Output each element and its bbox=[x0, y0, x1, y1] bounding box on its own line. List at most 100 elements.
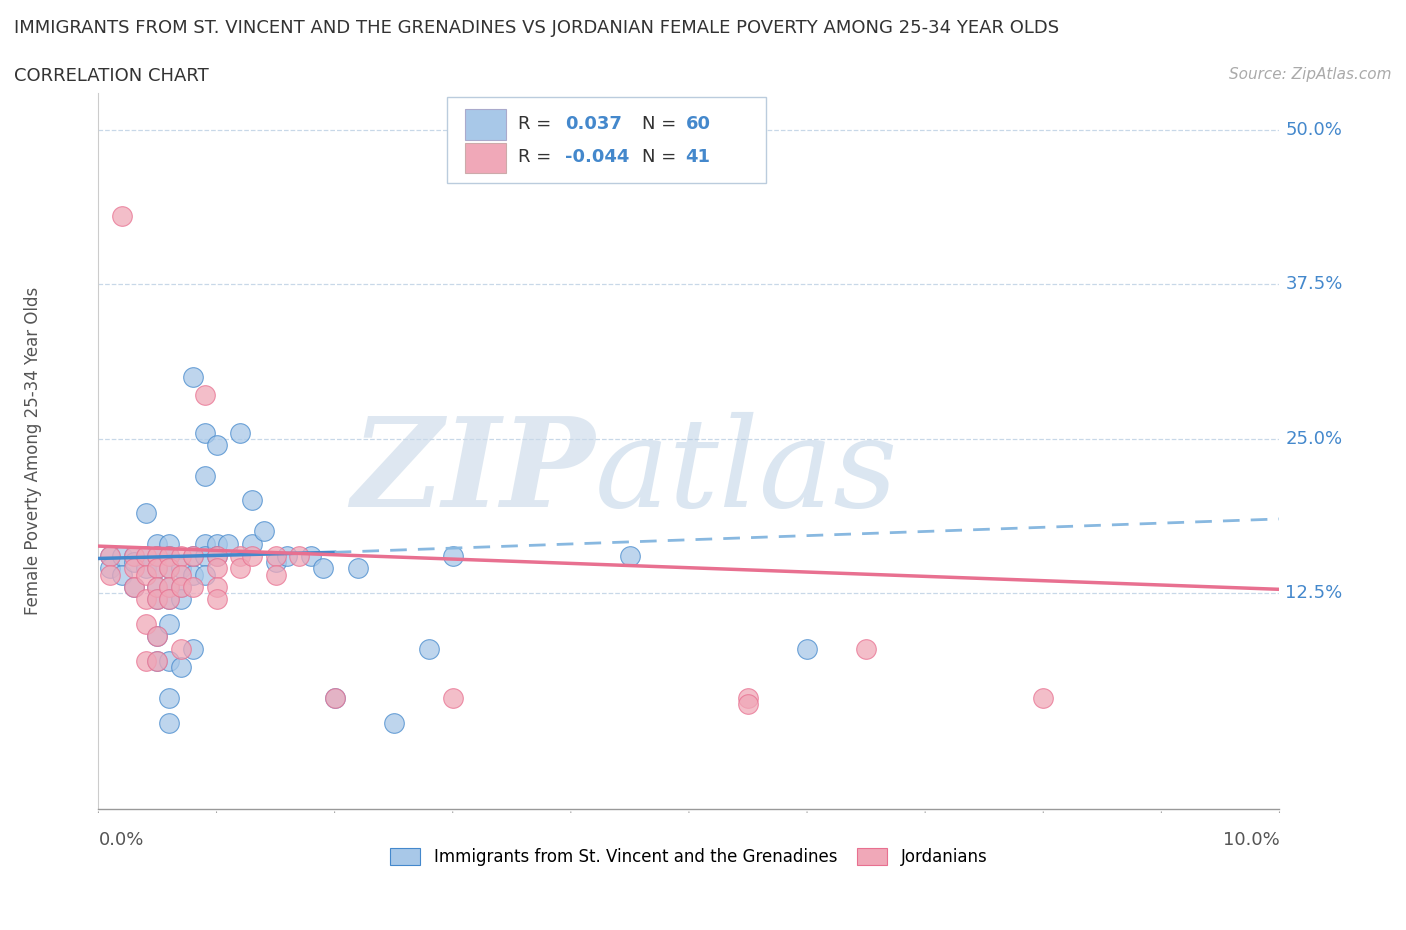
Text: atlas: atlas bbox=[595, 412, 898, 533]
Point bbox=[276, 549, 298, 564]
Text: ZIP: ZIP bbox=[350, 412, 595, 533]
Point bbox=[205, 561, 228, 576]
Point bbox=[253, 524, 276, 538]
Point bbox=[157, 579, 180, 594]
FancyBboxPatch shape bbox=[464, 110, 506, 140]
Point bbox=[312, 561, 335, 576]
Point bbox=[229, 549, 252, 564]
Point bbox=[170, 567, 193, 582]
Point bbox=[122, 579, 145, 594]
Point bbox=[157, 715, 180, 730]
Point bbox=[157, 591, 180, 606]
Text: -0.044: -0.044 bbox=[565, 149, 630, 166]
Point bbox=[229, 561, 252, 576]
Point bbox=[1032, 691, 1054, 706]
Point bbox=[146, 591, 169, 606]
Point bbox=[240, 537, 263, 551]
Point bbox=[157, 561, 180, 576]
Point bbox=[181, 369, 204, 384]
Text: 41: 41 bbox=[685, 149, 710, 166]
Point bbox=[135, 549, 157, 564]
Point bbox=[181, 549, 204, 564]
Point bbox=[135, 617, 157, 631]
Point bbox=[157, 654, 180, 669]
Point bbox=[111, 209, 134, 224]
Point bbox=[135, 591, 157, 606]
Point bbox=[98, 549, 121, 564]
Point bbox=[135, 567, 157, 582]
Point bbox=[146, 579, 169, 594]
Point bbox=[217, 537, 239, 551]
Point bbox=[146, 549, 169, 564]
Point bbox=[264, 567, 287, 582]
Point bbox=[170, 561, 193, 576]
Point bbox=[146, 591, 169, 606]
Point bbox=[146, 549, 169, 564]
Point bbox=[194, 388, 217, 403]
Legend: Immigrants from St. Vincent and the Grenadines, Jordanians: Immigrants from St. Vincent and the Gren… bbox=[384, 841, 994, 872]
Text: R =: R = bbox=[517, 149, 551, 166]
Point bbox=[323, 691, 346, 706]
Text: 12.5%: 12.5% bbox=[1285, 584, 1343, 602]
Point bbox=[737, 697, 759, 711]
Point bbox=[146, 579, 169, 594]
Point bbox=[619, 549, 641, 564]
Point bbox=[418, 641, 440, 656]
Point bbox=[122, 561, 145, 576]
Point bbox=[441, 549, 464, 564]
Text: 25.0%: 25.0% bbox=[1285, 430, 1343, 447]
Text: N =: N = bbox=[641, 114, 676, 133]
Point bbox=[157, 549, 180, 564]
Text: 37.5%: 37.5% bbox=[1285, 275, 1343, 293]
Point bbox=[98, 567, 121, 582]
Point bbox=[135, 505, 157, 520]
Point bbox=[299, 549, 322, 564]
Point bbox=[146, 629, 169, 644]
Point bbox=[181, 567, 204, 582]
Point bbox=[855, 641, 877, 656]
Point bbox=[157, 561, 180, 576]
Point bbox=[146, 537, 169, 551]
Point bbox=[157, 617, 180, 631]
Point bbox=[205, 537, 228, 551]
Point bbox=[146, 629, 169, 644]
Text: 0.0%: 0.0% bbox=[98, 831, 143, 849]
Point bbox=[122, 579, 145, 594]
Point bbox=[98, 561, 121, 576]
Point bbox=[170, 641, 193, 656]
Text: 10.0%: 10.0% bbox=[1223, 831, 1279, 849]
Point bbox=[111, 567, 134, 582]
Point bbox=[135, 549, 157, 564]
Text: R =: R = bbox=[517, 114, 551, 133]
Point bbox=[135, 654, 157, 669]
Point bbox=[146, 654, 169, 669]
Text: Source: ZipAtlas.com: Source: ZipAtlas.com bbox=[1229, 67, 1392, 82]
Point bbox=[194, 567, 217, 582]
Point bbox=[157, 549, 180, 564]
Point bbox=[205, 549, 228, 564]
Point bbox=[157, 579, 180, 594]
Point bbox=[170, 591, 193, 606]
Text: CORRELATION CHART: CORRELATION CHART bbox=[14, 67, 209, 85]
Point bbox=[135, 561, 157, 576]
Point bbox=[181, 641, 204, 656]
Point bbox=[170, 579, 193, 594]
Text: 60: 60 bbox=[685, 114, 710, 133]
Point bbox=[157, 537, 180, 551]
Point bbox=[157, 591, 180, 606]
Point bbox=[441, 691, 464, 706]
Text: 50.0%: 50.0% bbox=[1285, 121, 1343, 140]
Point bbox=[240, 549, 263, 564]
Point bbox=[194, 469, 217, 484]
Text: Female Poverty Among 25-34 Year Olds: Female Poverty Among 25-34 Year Olds bbox=[24, 287, 42, 615]
FancyBboxPatch shape bbox=[464, 143, 506, 173]
Point bbox=[288, 549, 311, 564]
Point bbox=[205, 591, 228, 606]
FancyBboxPatch shape bbox=[447, 97, 766, 182]
Text: 0.037: 0.037 bbox=[565, 114, 621, 133]
Point bbox=[146, 561, 169, 576]
Point bbox=[205, 549, 228, 564]
Point bbox=[194, 425, 217, 440]
Point bbox=[737, 691, 759, 706]
Point bbox=[98, 549, 121, 564]
